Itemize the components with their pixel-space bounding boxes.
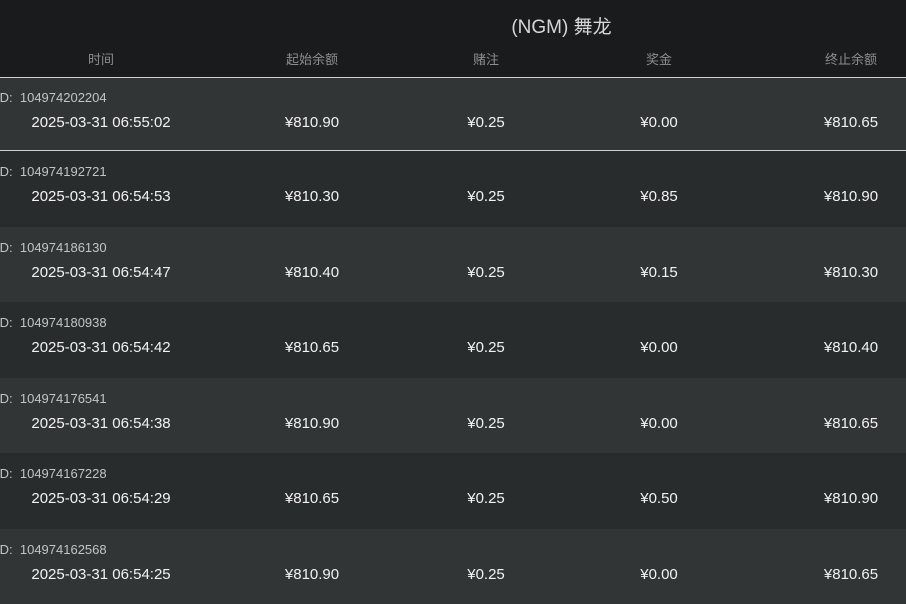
end-balance-cell: ¥810.65 (824, 566, 878, 583)
table-row[interactable]: ID: 104974186130 2025-03-31 06:54:47 ¥810.… (0, 227, 906, 303)
column-header-start-balance: 起始余额 (286, 49, 338, 68)
round-id: ID: 104974186130 (0, 240, 107, 255)
bet-cell: ¥0.25 (467, 490, 505, 507)
end-balance-cell: ¥810.90 (824, 188, 878, 205)
time-cell: 2025-03-31 06:54:53 (31, 188, 170, 205)
time-cell: 2025-03-31 06:54:25 (31, 566, 170, 583)
start-balance-cell: ¥810.90 (285, 114, 339, 131)
table-row[interactable]: ID: 104974162568 2025-03-31 06:54:25 ¥810.… (0, 529, 906, 604)
column-header-bet: 赌注 (473, 49, 499, 68)
win-cell: ¥0.00 (640, 339, 678, 356)
time-cell: 2025-03-31 06:54:47 (31, 264, 170, 281)
win-cell: ¥0.00 (640, 415, 678, 432)
round-id: ID: 104974192721 (0, 164, 107, 179)
id-value: 104974180938 (20, 315, 107, 330)
id-value: 104974202204 (20, 90, 107, 105)
bet-cell: ¥0.25 (467, 339, 505, 356)
round-id: ID: 104974180938 (0, 315, 107, 330)
id-value: 104974167228 (20, 466, 107, 481)
id-value: 104974176541 (20, 391, 107, 406)
win-cell: ¥0.85 (640, 188, 678, 205)
round-id: ID: 104974176541 (0, 391, 107, 406)
win-cell: ¥0.00 (640, 566, 678, 583)
bet-cell: ¥0.25 (467, 188, 505, 205)
table-row[interactable]: ID: 104974167228 2025-03-31 06:54:29 ¥810.… (0, 453, 906, 529)
time-cell: 2025-03-31 06:55:02 (31, 114, 170, 131)
bet-cell: ¥0.25 (467, 415, 505, 432)
table-row[interactable]: ID: 104974176541 2025-03-31 06:54:38 ¥810.… (0, 378, 906, 454)
round-id: ID: 104974167228 (0, 466, 107, 481)
round-id: ID: 104974162568 (0, 542, 107, 557)
table-row[interactable]: ID: 104974180938 2025-03-31 06:54:42 ¥810.… (0, 302, 906, 378)
id-label: ID: (0, 315, 13, 330)
time-cell: 2025-03-31 06:54:38 (31, 415, 170, 432)
time-cell: 2025-03-31 06:54:29 (31, 490, 170, 507)
start-balance-cell: ¥810.65 (285, 490, 339, 507)
id-value: 104974162568 (20, 542, 107, 557)
start-balance-cell: ¥810.65 (285, 339, 339, 356)
history-list: ID: 104974202204 2025-03-31 06:55:02 ¥810.… (0, 77, 906, 604)
column-header-end-balance: 终止余额 (825, 49, 877, 68)
table-header: 时间 起始余额 赌注 奖金 终止余额 (0, 49, 906, 67)
start-balance-cell: ¥810.90 (285, 415, 339, 432)
id-label: ID: (0, 542, 13, 557)
end-balance-cell: ¥810.30 (824, 264, 878, 281)
end-balance-cell: ¥810.65 (824, 114, 878, 131)
id-label: ID: (0, 466, 13, 481)
column-header-win: 奖金 (646, 49, 672, 68)
win-cell: ¥0.50 (640, 490, 678, 507)
end-balance-cell: ¥810.65 (824, 415, 878, 432)
id-label: ID: (0, 391, 13, 406)
start-balance-cell: ¥810.90 (285, 566, 339, 583)
id-label: ID: (0, 90, 13, 105)
id-label: ID: (0, 240, 13, 255)
bet-cell: ¥0.25 (467, 264, 505, 281)
id-label: ID: (0, 164, 13, 179)
table-row[interactable]: ID: 104974202204 2025-03-31 06:55:02 ¥810.… (0, 77, 906, 151)
end-balance-cell: ¥810.40 (824, 339, 878, 356)
bet-cell: ¥0.25 (467, 114, 505, 131)
table-row[interactable]: ID: 104974192721 2025-03-31 06:54:53 ¥810.… (0, 151, 906, 227)
id-value: 104974192721 (20, 164, 107, 179)
id-value: 104974186130 (20, 240, 107, 255)
end-balance-cell: ¥810.90 (824, 490, 878, 507)
win-cell: ¥0.00 (640, 114, 678, 131)
win-cell: ¥0.15 (640, 264, 678, 281)
bet-cell: ¥0.25 (467, 566, 505, 583)
start-balance-cell: ¥810.40 (285, 264, 339, 281)
start-balance-cell: ¥810.30 (285, 188, 339, 205)
time-cell: 2025-03-31 06:54:42 (31, 339, 170, 356)
round-id: ID: 104974202204 (0, 90, 107, 105)
column-header-time: 时间 (88, 49, 114, 68)
game-title: (NGM) 舞龙 (0, 12, 906, 39)
